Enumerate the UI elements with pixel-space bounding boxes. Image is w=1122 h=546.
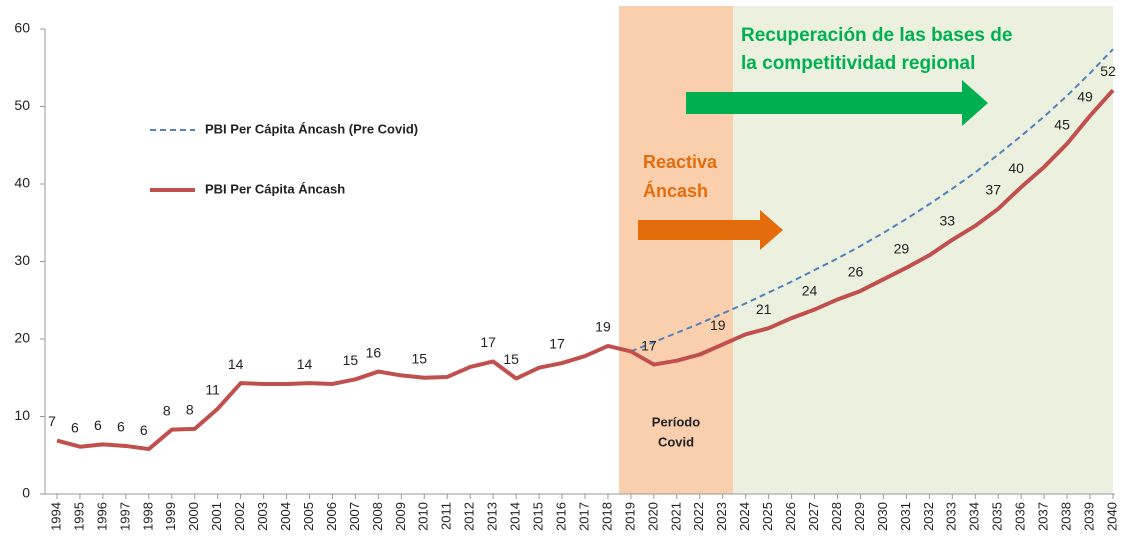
- x-tick-label: 2014: [508, 502, 523, 531]
- data-label: 6: [117, 419, 125, 435]
- x-tick-label: 2013: [485, 502, 500, 531]
- x-tick-label: 2027: [806, 502, 821, 531]
- data-label: 6: [71, 419, 79, 435]
- data-label: 8: [186, 402, 194, 418]
- x-tick-label: 2007: [347, 502, 362, 531]
- data-label: 24: [802, 282, 818, 298]
- x-tick-label: 1997: [117, 502, 132, 531]
- x-tick-label: 1994: [48, 502, 63, 531]
- x-tick-label: 2008: [370, 502, 385, 531]
- x-tick-label: 2037: [1036, 502, 1051, 531]
- data-label: 6: [140, 422, 148, 438]
- data-label: 8: [163, 402, 171, 418]
- orange-arrow: [638, 210, 783, 250]
- x-tick-label: 2001: [209, 502, 224, 531]
- line: [56, 88, 1115, 452]
- x-tick-label: 2036: [1013, 502, 1028, 531]
- x-tick-label: 2009: [393, 502, 408, 531]
- data-label: 52: [1100, 63, 1116, 79]
- data-label: 19: [710, 317, 726, 333]
- data-label: 17: [480, 334, 496, 350]
- x-tick-label: 2010: [416, 502, 431, 531]
- x-tick-label: 2035: [990, 502, 1005, 531]
- data-label: 49: [1077, 89, 1093, 105]
- y-tick-label: 60: [14, 20, 30, 36]
- x-tick-label: 2039: [1081, 502, 1096, 531]
- data-label: 29: [894, 240, 910, 256]
- x-tick-label: 2038: [1059, 502, 1074, 531]
- x-tick-label: 2011: [439, 502, 454, 530]
- legend-label: PBI Per Cápita Áncash (Pre Covid): [205, 121, 418, 136]
- x-tick-label: 1998: [140, 502, 155, 531]
- green-arrow: [686, 80, 988, 126]
- x-tick-label: 2019: [622, 502, 637, 531]
- y-tick-label: 40: [14, 175, 30, 191]
- x-tick-label: 1995: [71, 502, 86, 531]
- data-label: 16: [366, 344, 382, 360]
- x-tick-label: 2022: [691, 502, 706, 531]
- data-label: 6: [94, 417, 102, 433]
- data-label: 21: [756, 301, 772, 317]
- y-tick-label: 20: [14, 330, 30, 346]
- x-tick-label: 1996: [94, 502, 109, 531]
- data-label: 11: [205, 381, 220, 397]
- annotation: la competitividad regional: [741, 53, 975, 74]
- x-tick-label: 2029: [852, 502, 867, 531]
- x-tick-label: 2031: [898, 502, 913, 531]
- y-tick-label: 50: [14, 97, 30, 113]
- y-tick-label: 10: [14, 407, 30, 423]
- x-tick-label: 2006: [324, 502, 339, 531]
- data-label: 7: [48, 413, 56, 429]
- data-label: 14: [297, 356, 313, 372]
- x-tick-label: 2005: [301, 502, 316, 531]
- annotation: Reactiva: [643, 152, 718, 172]
- data-label: 15: [503, 351, 519, 367]
- x-tick-label: 2016: [553, 502, 568, 531]
- x-tick-label: 2000: [186, 502, 201, 531]
- x-tick-label: 2012: [462, 502, 477, 531]
- x-tick-label: 2017: [576, 502, 591, 531]
- recovery-band: [733, 6, 1113, 494]
- data-label: 26: [848, 264, 864, 280]
- annotation: Recuperación de las bases de: [741, 25, 1012, 46]
- data-label: 15: [343, 352, 359, 368]
- x-tick-label: 2003: [255, 502, 270, 531]
- data-label: 17: [549, 336, 565, 352]
- annotation: Período: [652, 414, 700, 429]
- x-tick-label: 2026: [783, 502, 798, 531]
- x-tick-label: 2032: [921, 502, 936, 531]
- x-tick-label: 2024: [737, 502, 752, 531]
- x-tick-label: 2033: [944, 502, 959, 531]
- data-label: 40: [1008, 160, 1024, 176]
- x-tick-label: 2021: [668, 502, 683, 531]
- legend-label: PBI Per Cápita Áncash: [205, 181, 345, 196]
- x-tick-label: 2023: [714, 502, 729, 531]
- x-tick-label: 2020: [645, 502, 660, 531]
- data-label: 14: [228, 356, 244, 372]
- x-tick-label: 2028: [829, 502, 844, 531]
- data-label: 45: [1054, 116, 1070, 132]
- x-tick-label: 1999: [163, 502, 178, 531]
- x-tick-label: 2040: [1104, 502, 1119, 531]
- x-tick-label: 2030: [875, 502, 890, 531]
- data-label: 15: [412, 350, 428, 366]
- annotation: Covid: [658, 434, 694, 449]
- covid-band: [619, 6, 733, 494]
- annotation: Áncash: [643, 180, 708, 201]
- data-label: 17: [641, 337, 657, 353]
- x-tick-label: 2002: [232, 502, 247, 531]
- x-tick-label: 2004: [278, 502, 293, 531]
- data-label: 33: [940, 213, 956, 229]
- y-tick-label: 0: [22, 485, 30, 501]
- data-label: 19: [595, 319, 611, 335]
- y-tick-label: 30: [14, 252, 30, 268]
- x-tick-label: 2034: [967, 502, 982, 531]
- data-label: 37: [985, 182, 1001, 198]
- x-tick-label: 2018: [599, 502, 614, 531]
- x-tick-label: 2015: [531, 502, 546, 531]
- line: [630, 48, 1114, 353]
- x-tick-label: 2025: [760, 502, 775, 531]
